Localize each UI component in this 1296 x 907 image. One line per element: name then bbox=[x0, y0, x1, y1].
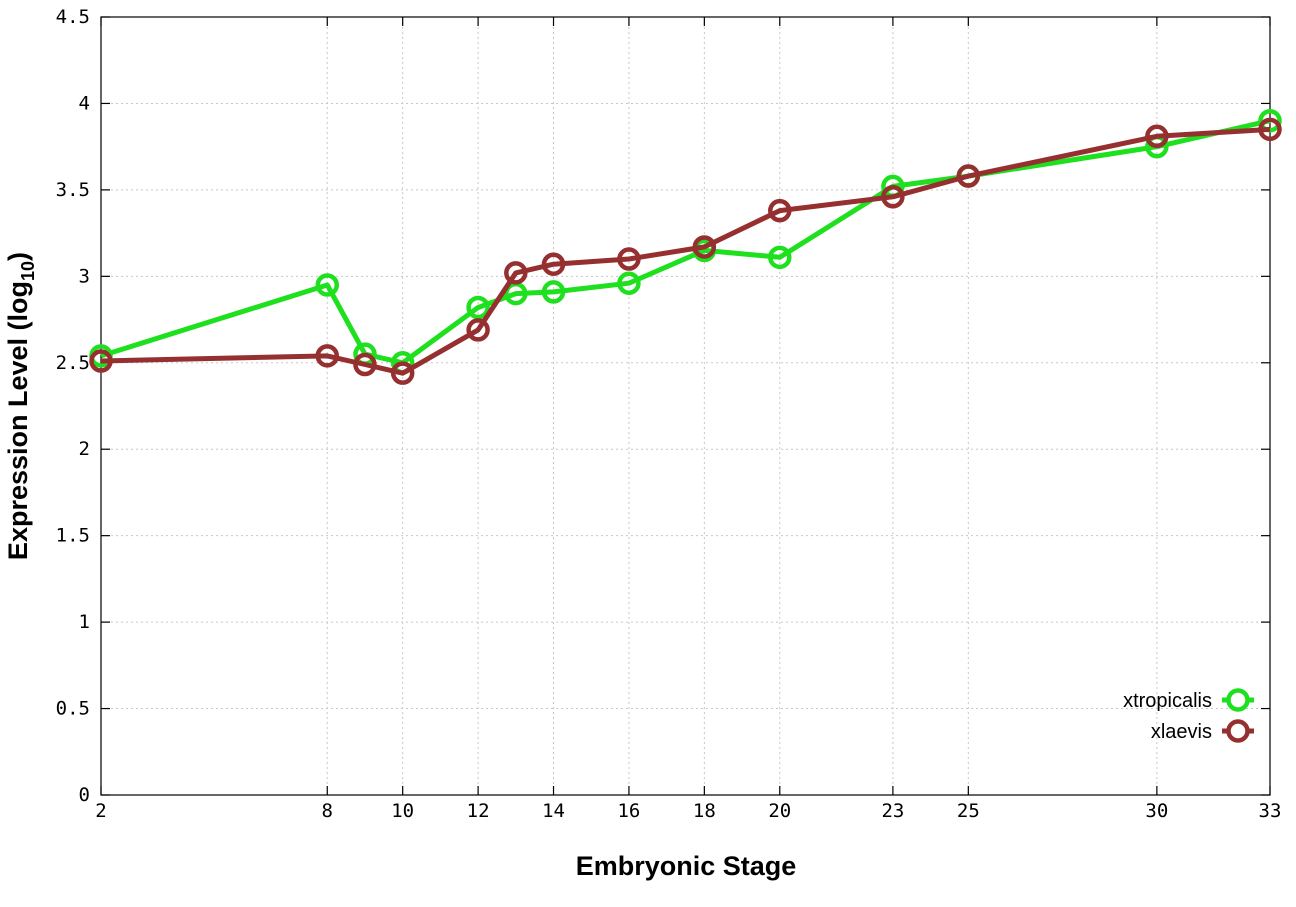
legend-item: xlaevis bbox=[1151, 719, 1254, 743]
data-point bbox=[541, 280, 566, 304]
data-point bbox=[466, 295, 490, 320]
y-tick-label: 2.5 bbox=[56, 352, 90, 374]
x-tick-label: 12 bbox=[467, 800, 490, 822]
data-point bbox=[390, 361, 415, 385]
legend-swatch-marker bbox=[1226, 719, 1250, 743]
data-point bbox=[315, 344, 340, 368]
data-point bbox=[1145, 124, 1169, 149]
legend-label: xtropicalis bbox=[1123, 690, 1212, 712]
series-layer bbox=[89, 108, 1282, 385]
data-point bbox=[504, 261, 528, 285]
y-tick-label: 0 bbox=[79, 784, 90, 806]
y-tick-label: 1 bbox=[79, 611, 90, 633]
data-point bbox=[89, 349, 113, 373]
x-tick-label: 16 bbox=[617, 800, 640, 822]
legend: xtropicalis xlaevis bbox=[1123, 688, 1254, 743]
data-point bbox=[617, 247, 641, 271]
y-axis-title-subscript: 10 bbox=[18, 261, 38, 281]
grid-lines bbox=[101, 17, 1270, 795]
axis-ticks bbox=[100, 16, 1271, 796]
plot-frame bbox=[100, 16, 1271, 796]
x-tick-label: 33 bbox=[1259, 800, 1282, 822]
data-point bbox=[768, 245, 792, 270]
y-axis-title: Expression Level (log10) bbox=[3, 252, 38, 560]
series-xlaevis bbox=[89, 117, 1282, 385]
y-tick-label: 0.5 bbox=[56, 698, 90, 720]
x-tick-label: 14 bbox=[542, 800, 565, 822]
legend-item: xtropicalis bbox=[1123, 688, 1254, 712]
series-line bbox=[100, 126, 1271, 376]
y-tick-label: 1.5 bbox=[56, 525, 90, 547]
legend-swatch-marker bbox=[1226, 688, 1250, 712]
data-point bbox=[956, 164, 981, 188]
legend-label: xlaevis bbox=[1151, 721, 1212, 743]
data-point bbox=[353, 352, 377, 377]
data-point bbox=[541, 252, 566, 276]
y-axis-tick-labels: 0 0.5 1 1.5 2 2.5 3 3.5 4 4.5 bbox=[56, 6, 90, 806]
y-axis-title-close: ) bbox=[3, 252, 33, 261]
x-tick-label: 10 bbox=[391, 800, 414, 822]
y-tick-label: 2 bbox=[79, 438, 90, 460]
series-line bbox=[100, 118, 1271, 366]
x-axis-tick-labels: 2 8 10 12 14 16 18 20 23 25 30 33 bbox=[95, 800, 1281, 822]
x-axis-title: Embryonic Stage bbox=[576, 851, 797, 881]
x-tick-label: 20 bbox=[768, 800, 791, 822]
data-point bbox=[881, 185, 905, 209]
x-tick-label: 18 bbox=[693, 800, 716, 822]
data-point bbox=[315, 273, 340, 297]
y-tick-label: 3 bbox=[79, 265, 90, 287]
y-tick-label: 3.5 bbox=[56, 179, 90, 201]
data-point bbox=[617, 271, 641, 295]
y-axis-title-main: Expression Level (log bbox=[3, 281, 33, 560]
data-point bbox=[768, 198, 792, 223]
y-tick-label: 4 bbox=[79, 92, 90, 114]
data-point bbox=[692, 235, 717, 259]
x-tick-label: 8 bbox=[322, 800, 333, 822]
x-tick-label: 30 bbox=[1145, 800, 1168, 822]
x-tick-label: 23 bbox=[881, 800, 904, 822]
x-tick-label: 2 bbox=[95, 800, 106, 822]
x-tick-label: 25 bbox=[957, 800, 980, 822]
data-point bbox=[466, 318, 490, 342]
data-point bbox=[1258, 117, 1282, 142]
y-tick-label: 4.5 bbox=[56, 6, 90, 28]
